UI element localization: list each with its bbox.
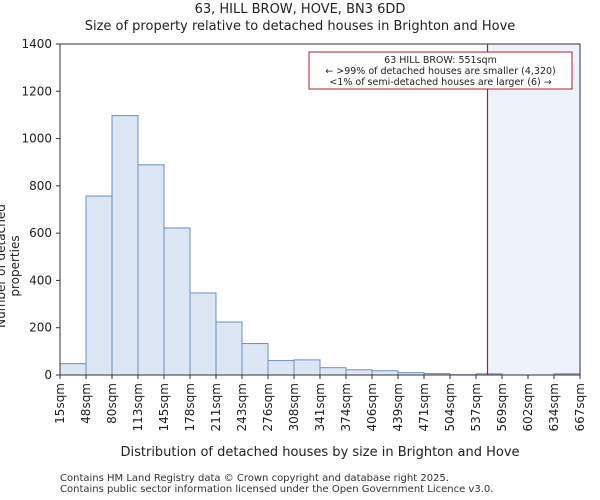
x-tick-label: 243sqm bbox=[235, 383, 249, 431]
x-tick-label: 602sqm bbox=[521, 383, 535, 431]
bar bbox=[345, 369, 373, 376]
y-tick-label: 200 bbox=[29, 321, 52, 335]
bar bbox=[111, 115, 139, 376]
y-tick-label: 600 bbox=[29, 226, 52, 240]
y-axis-label: Number of detached properties bbox=[0, 204, 22, 328]
y-tick-label: 0 bbox=[44, 368, 52, 382]
bar bbox=[267, 360, 295, 376]
x-tick-label: 145sqm bbox=[157, 383, 171, 431]
x-tick-label: 667sqm bbox=[573, 383, 587, 431]
x-tick-label: 634sqm bbox=[547, 383, 561, 431]
highlight-region bbox=[487, 44, 580, 375]
bar bbox=[241, 343, 269, 376]
bar bbox=[371, 370, 399, 376]
x-tick-label: 48sqm bbox=[79, 383, 93, 424]
bar bbox=[163, 227, 191, 376]
x-tick-label: 504sqm bbox=[443, 383, 457, 431]
bar bbox=[293, 359, 321, 376]
y-tick-label: 1400 bbox=[21, 37, 52, 51]
x-tick-label: 374sqm bbox=[339, 383, 353, 431]
chart-subtitle: Size of property relative to detached ho… bbox=[84, 19, 516, 34]
chart-title: 63, HILL BROW, HOVE, BN3 6DD bbox=[194, 2, 406, 17]
bar bbox=[137, 164, 165, 376]
bar bbox=[215, 321, 243, 376]
x-tick-label: 406sqm bbox=[365, 383, 379, 431]
x-tick-label: 178sqm bbox=[183, 383, 197, 431]
annotation-text: 63 HILL BROW: 551sqm bbox=[384, 55, 497, 66]
bar bbox=[59, 363, 87, 376]
annotation-box bbox=[308, 51, 573, 90]
bar bbox=[319, 367, 347, 376]
footer-licence: Contains public sector information licen… bbox=[60, 484, 494, 495]
bar bbox=[189, 292, 217, 376]
y-tick-label: 1200 bbox=[21, 84, 52, 98]
x-tick-label: 276sqm bbox=[261, 383, 275, 431]
footer-copyright: Contains HM Land Registry data © Crown c… bbox=[60, 473, 449, 484]
x-tick-label: 569sqm bbox=[495, 383, 509, 431]
annotation-text: ← >99% of detached houses are smaller (4… bbox=[325, 66, 556, 77]
bar bbox=[85, 195, 113, 376]
x-axis-label: Distribution of detached houses by size … bbox=[120, 445, 520, 460]
x-tick-label: 471sqm bbox=[417, 383, 431, 431]
x-tick-label: 537sqm bbox=[469, 383, 483, 431]
x-tick-label: 439sqm bbox=[391, 383, 405, 431]
y-tick-label: 1000 bbox=[21, 132, 52, 146]
x-tick-label: 113sqm bbox=[131, 383, 145, 431]
x-tick-label: 341sqm bbox=[313, 383, 327, 431]
x-tick-label: 308sqm bbox=[287, 383, 301, 431]
x-tick-label: 15sqm bbox=[53, 383, 67, 424]
y-tick-label: 400 bbox=[29, 273, 52, 287]
annotation-text: <1% of semi-detached houses are larger (… bbox=[329, 77, 551, 88]
x-tick-label: 80sqm bbox=[105, 383, 119, 424]
y-tick-label: 800 bbox=[29, 179, 52, 193]
x-tick-label: 211sqm bbox=[209, 383, 223, 431]
